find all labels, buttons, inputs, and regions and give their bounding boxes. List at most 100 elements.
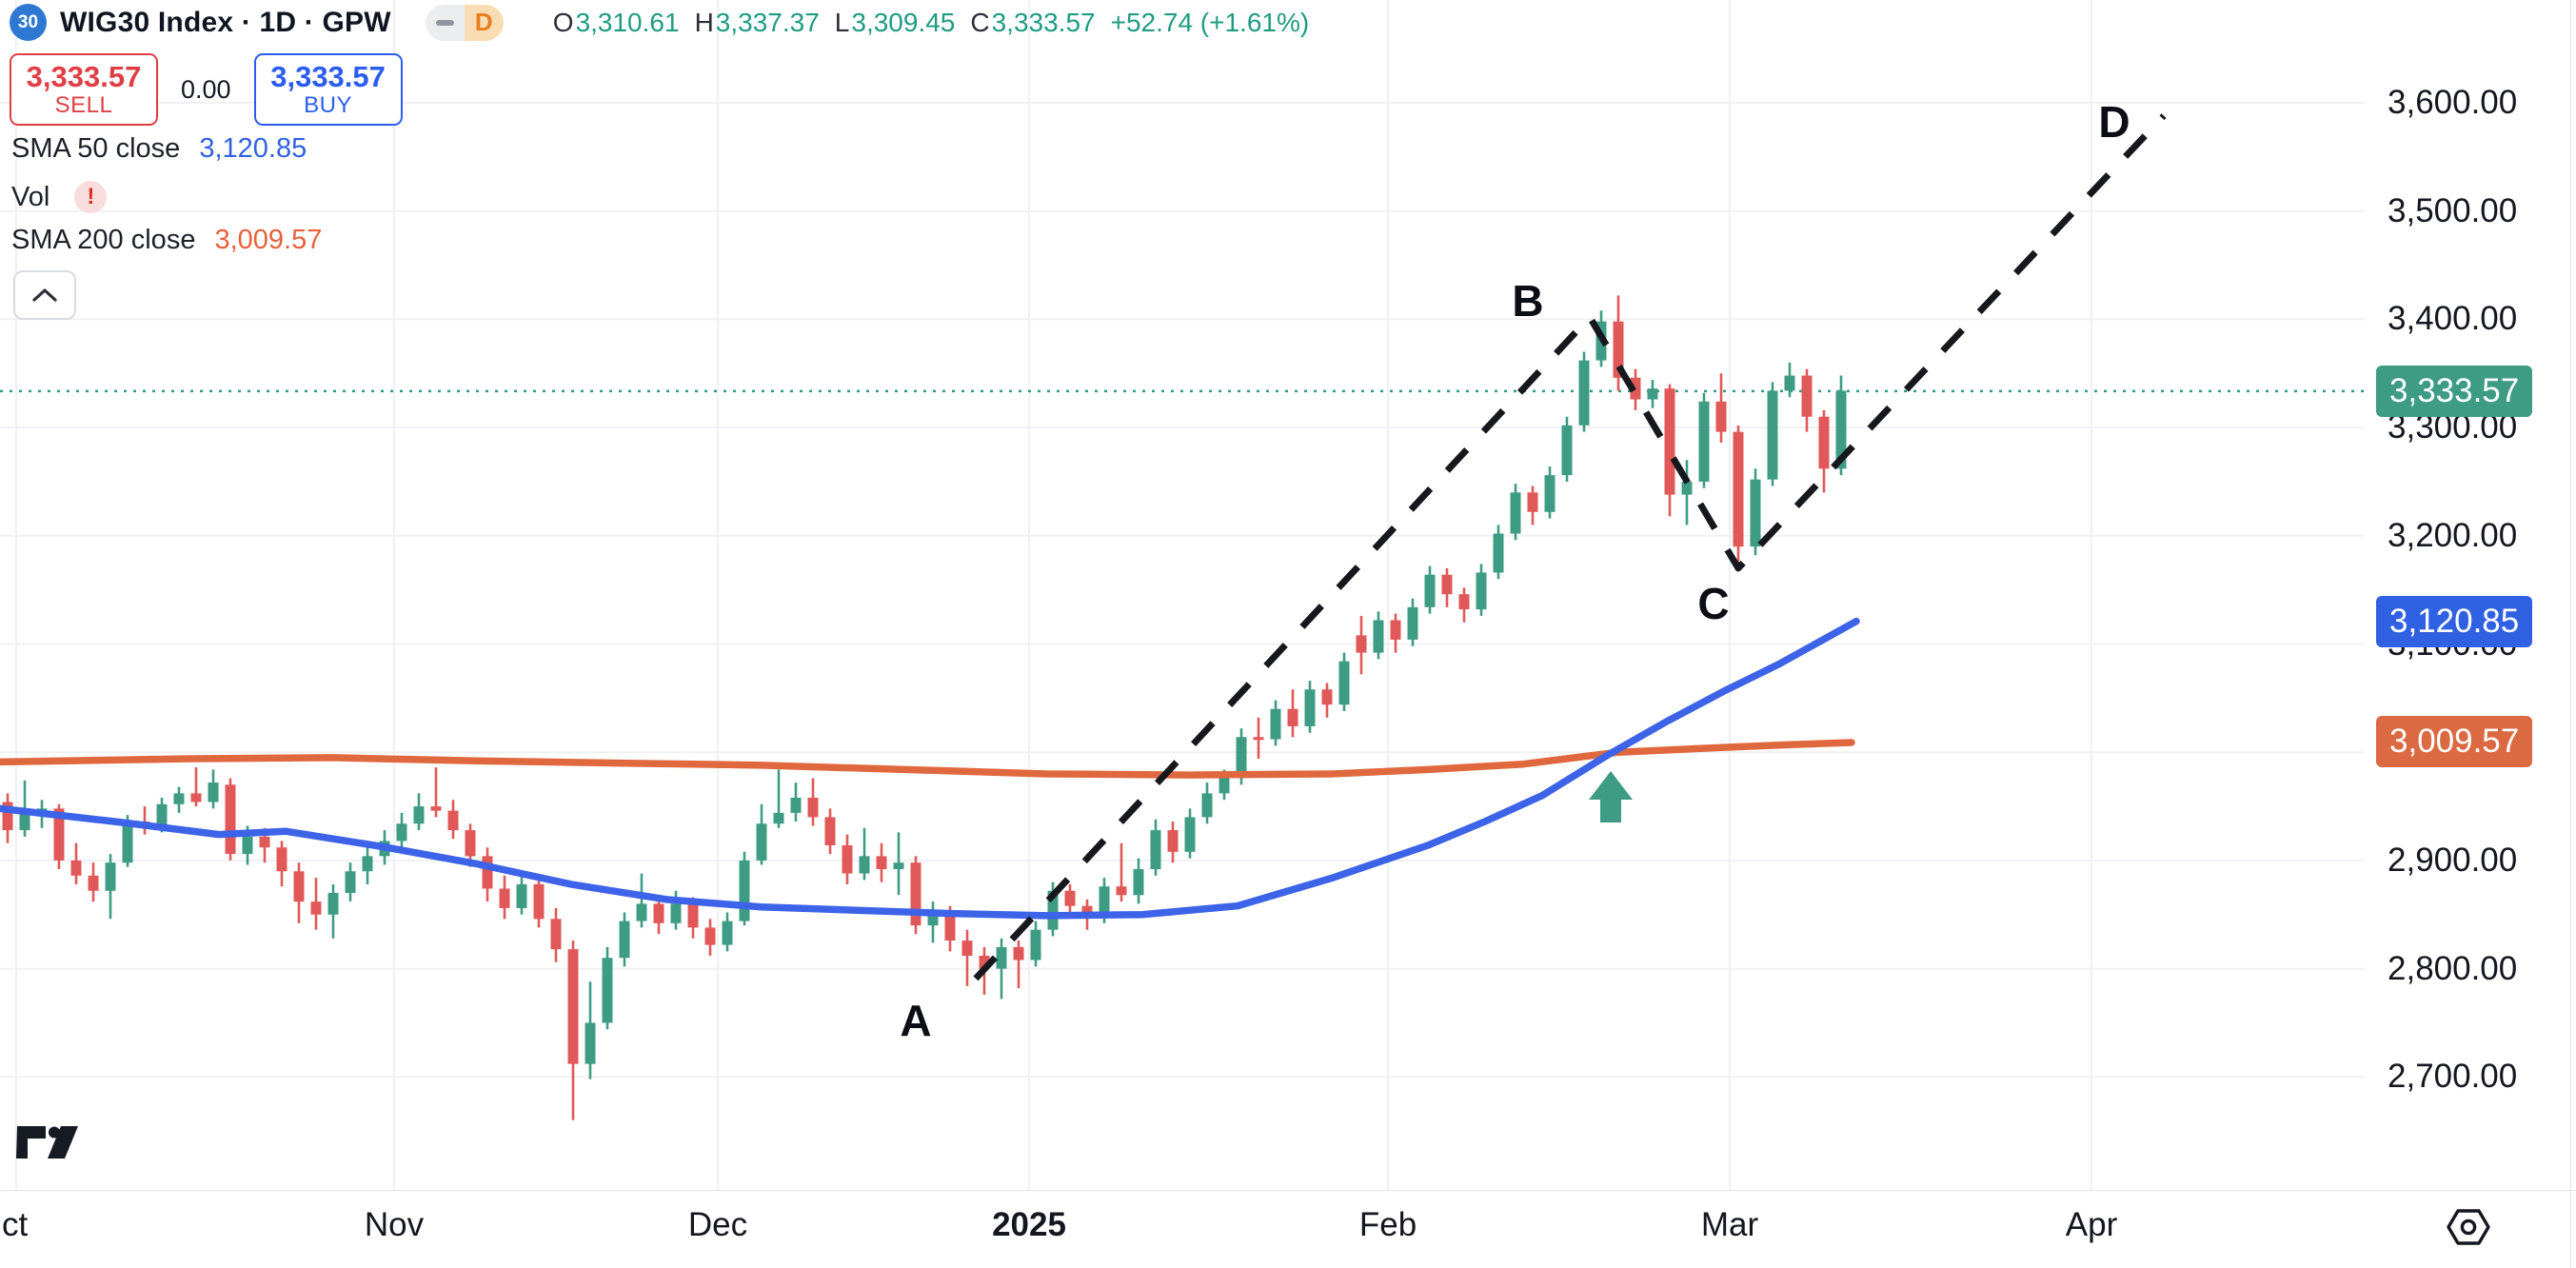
trend-point-label-b: B [1512,276,1544,326]
candle-body [1784,375,1795,391]
candle-body [1253,737,1264,741]
candle-body [53,808,65,861]
candle-body [704,927,716,945]
candle-body [807,797,819,818]
trend-line[interactable] [973,113,2167,981]
spread-value: 0.00 [181,74,231,104]
candle-body [1047,890,1059,930]
candle-body [1681,481,1693,495]
candle-body [208,783,219,802]
price-tick: 3,600.00 [2388,84,2518,121]
candle-body [722,921,733,945]
candle-body [842,844,853,874]
candle-body [1064,890,1076,906]
candle-body [1356,635,1367,653]
volume-error-icon[interactable]: ! [74,181,108,213]
candle-body [362,856,373,872]
candle-body [1407,606,1418,640]
legend-sma50[interactable]: SMA 50 close 3,120.85 [11,133,307,165]
candle-body [1510,492,1521,534]
candle-body [1236,737,1247,779]
trend-point-label-d: D [2098,97,2130,147]
up-arrow-icon[interactable] [1589,771,1633,822]
candle-body [567,949,579,1064]
candle-body [1338,661,1350,705]
candle-body [961,941,973,956]
time-tick: ct [2,1206,29,1243]
candle-body [1219,778,1230,794]
candle-body [327,893,339,915]
candle-body [413,806,425,824]
candle-body [293,871,305,902]
candle-body [499,888,510,908]
candle-body [636,903,647,921]
candle-body [1150,830,1161,869]
candle-body [1304,689,1316,726]
candle-body [979,955,990,969]
chart-header: 30 WIG30 Index · 1D · GPW D O 3,310.61 H 3,… [10,4,1309,41]
interval-toggle-off[interactable] [425,4,465,41]
candle-body [1578,360,1590,426]
candle-body [1287,708,1298,726]
candle-body [1373,620,1384,653]
time-tick: Apr [2065,1206,2118,1243]
candle-body [259,836,270,848]
ohlc-change: +52.74 (+1.61%) [1110,7,1310,37]
sell-button[interactable]: 3,333.57 SELL [10,53,158,126]
candle-body [910,862,921,926]
candle-body [1476,572,1487,610]
interval-toggle[interactable]: D [425,4,504,41]
candle-body [773,812,784,824]
legend-volume[interactable]: Vol ! [11,181,108,213]
candle-body [1527,492,1538,512]
buy-button[interactable]: 3,333.57 BUY [253,53,403,126]
candle-body [516,883,527,908]
candle-body [1835,390,1847,469]
collapse-legend-button[interactable] [13,270,76,320]
candle-body [482,856,493,889]
time-axis[interactable]: ct Nov Dec 2025 Feb Mar Apr [0,1191,2576,1268]
candle-body [859,856,870,874]
candle-body [1750,479,1761,547]
candle-body [310,901,322,915]
trend-point-label-a: A [900,996,932,1045]
candle-body [1099,886,1110,918]
ohlc-l: L 3,309.45 [834,7,956,37]
candle-body [876,856,887,869]
ohlc-h: H 3,337.37 [694,7,820,37]
sma200-label: SMA 200 close [11,225,196,255]
candle-body [1270,708,1281,740]
symbol-badge-icon: 30 [10,4,47,41]
tradingview-logo-icon[interactable] [15,1123,80,1166]
candle-body [1801,375,1813,417]
ohlc-o: O 3,310.61 [552,7,680,37]
candle-body [602,958,613,1023]
candle-body [944,912,956,941]
legend-sma200[interactable]: SMA 200 close 3,009.57 [11,225,322,256]
trade-panel: 3,333.57 SELL 0.00 3,333.57 BUY [10,53,403,126]
sma200-value: 3,009.57 [214,225,323,255]
price-tag: 3,009.57 [2376,716,2533,768]
candle-body [1116,886,1127,896]
candle-body [1081,905,1093,918]
candle-body [550,919,562,950]
candle-body [893,862,904,869]
candle-body [1424,574,1436,607]
candle-body [1767,390,1778,480]
candle-body [653,903,664,923]
time-tick: 2025 [992,1206,1066,1243]
price-tag: 3,120.85 [2376,595,2533,647]
sell-label: SELL [54,91,113,118]
candle-body [756,823,767,861]
candle-body [156,803,168,828]
candle-body [824,817,836,845]
interval-d-button[interactable]: D [464,4,504,41]
price-tick: 2,900.00 [2388,841,2518,879]
candle-body [533,883,545,920]
price-axis[interactable]: 3,600.00 3,500.00 3,400.00 3,300.00 3,200.00… [2365,0,2576,1190]
candle-body [105,862,116,891]
candle-body [88,875,99,891]
axis-settings-icon[interactable] [2447,1207,2490,1252]
sell-price: 3,333.57 [26,59,142,93]
